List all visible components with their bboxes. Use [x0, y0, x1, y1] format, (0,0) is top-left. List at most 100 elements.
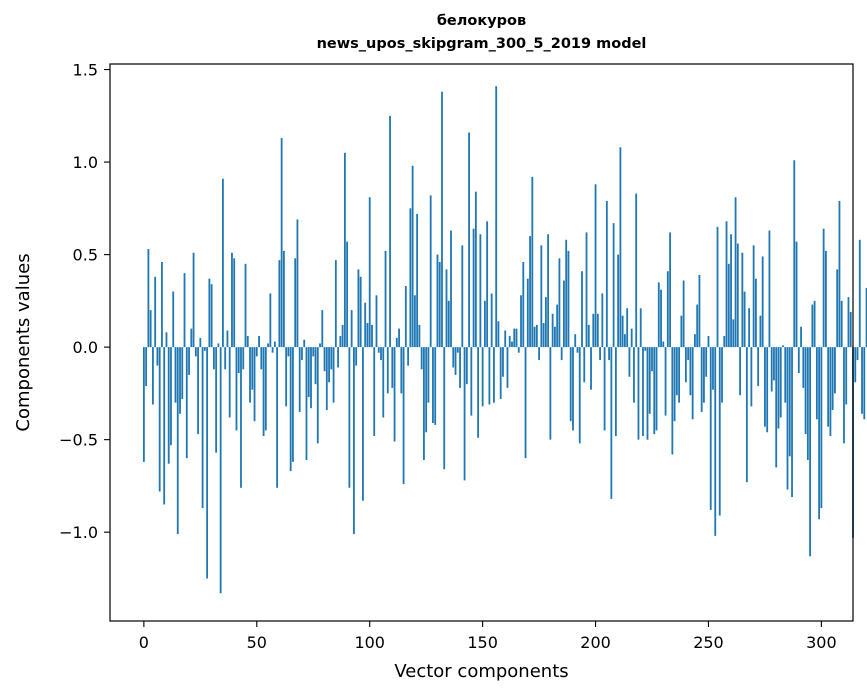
bar [576, 347, 579, 353]
bar [836, 269, 839, 348]
bar [669, 232, 671, 348]
bar [350, 310, 353, 348]
bar [481, 347, 484, 407]
bar [531, 176, 534, 348]
bar [377, 347, 380, 353]
bar [511, 341, 513, 348]
bar [362, 347, 364, 501]
bar [416, 213, 419, 348]
bar [838, 200, 841, 348]
bar [273, 341, 276, 348]
bar [226, 330, 229, 348]
bar [316, 347, 319, 444]
bar [506, 347, 509, 388]
bar [820, 347, 823, 509]
bar [727, 263, 730, 348]
bar [185, 347, 188, 459]
bar [456, 347, 459, 353]
y-tick-label: 0.5 [73, 246, 98, 265]
bar [285, 347, 288, 407]
bar [391, 347, 394, 388]
bar [849, 311, 852, 348]
bar [736, 243, 739, 348]
bar [145, 347, 148, 386]
bar [804, 347, 807, 435]
bar [314, 347, 317, 385]
bar [339, 336, 342, 348]
bar [393, 347, 396, 442]
bar [709, 347, 712, 510]
bar [373, 347, 376, 436]
bar [768, 230, 771, 348]
x-tick-label: 300 [806, 633, 837, 652]
bar [459, 347, 461, 388]
bar [831, 347, 834, 411]
x-tick-label: 0 [139, 633, 149, 652]
bar [244, 263, 247, 348]
bar [438, 262, 441, 348]
bar [825, 250, 827, 348]
bar [210, 284, 213, 348]
bar [522, 262, 525, 348]
y-tick-label: 1.0 [73, 153, 98, 172]
bar [703, 347, 705, 403]
bar [197, 347, 199, 435]
bar [188, 347, 190, 375]
bar [515, 328, 518, 348]
bar [495, 86, 498, 348]
bar [479, 234, 482, 348]
bar [678, 347, 681, 403]
bar [551, 313, 554, 348]
bar [624, 334, 626, 348]
bar [587, 324, 590, 348]
bar [698, 274, 701, 348]
bar [400, 347, 403, 394]
bar [563, 280, 565, 348]
bar [443, 347, 446, 470]
bar [407, 347, 410, 366]
bar [181, 347, 184, 399]
bar [854, 347, 857, 383]
bar [739, 347, 741, 396]
bar [642, 347, 644, 436]
bar [264, 347, 267, 431]
bar [357, 269, 360, 348]
bar [802, 347, 805, 388]
bar [773, 347, 775, 381]
bar [240, 347, 242, 488]
bar [287, 347, 290, 357]
bar [621, 315, 624, 348]
bar [384, 250, 387, 348]
bar [296, 219, 299, 348]
bar [567, 250, 570, 348]
bar [215, 347, 218, 453]
bar [705, 347, 708, 377]
y-axis-label: Components values [13, 253, 34, 431]
x-tick-label: 100 [354, 633, 385, 652]
bar [242, 347, 245, 370]
bar [504, 330, 507, 348]
bar [411, 165, 414, 348]
bar [596, 313, 599, 348]
bar [700, 347, 703, 412]
bar [253, 347, 256, 422]
bar [655, 347, 658, 431]
bar [748, 308, 751, 348]
bar [565, 239, 568, 348]
bar [483, 300, 486, 348]
bar [619, 147, 622, 348]
bar [601, 293, 604, 348]
bar [605, 200, 608, 348]
bar [386, 347, 389, 394]
bar [233, 258, 236, 348]
bar [490, 293, 493, 348]
bar [811, 304, 814, 348]
bar [334, 260, 337, 348]
bar [684, 347, 687, 383]
y-tick-label: −1.0 [59, 523, 98, 542]
x-axis-label: Vector components [394, 661, 568, 682]
bar [355, 347, 358, 366]
bar [502, 347, 504, 377]
bar [845, 347, 848, 405]
